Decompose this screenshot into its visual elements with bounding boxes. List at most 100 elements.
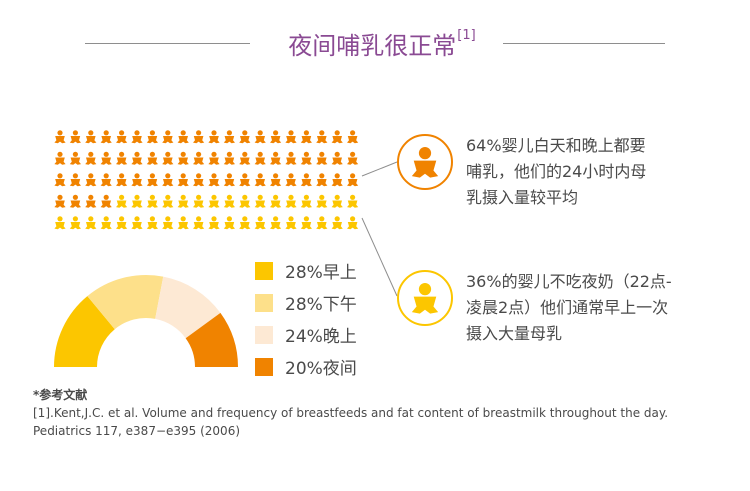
pictogram-baby-orange bbox=[100, 151, 112, 165]
legend-label-afternoon: 28%下午 bbox=[285, 295, 357, 315]
pictogram-baby-yellow bbox=[300, 194, 312, 208]
pictogram-baby-orange bbox=[85, 130, 97, 144]
pictogram-baby-yellow bbox=[131, 194, 143, 208]
pictogram-baby-yellow bbox=[208, 216, 220, 230]
pictogram-baby-yellow bbox=[85, 216, 97, 230]
pictogram-baby-yellow bbox=[316, 216, 328, 230]
pictogram-baby-yellow bbox=[223, 216, 235, 230]
legend-label-morning: 28%早上 bbox=[285, 263, 357, 283]
pictogram-baby-yellow bbox=[254, 216, 266, 230]
title-divider-left bbox=[85, 43, 250, 44]
pictogram-baby-orange bbox=[54, 151, 66, 165]
pictogram-baby-yellow bbox=[54, 216, 66, 230]
legend-label-evening: 24%晚上 bbox=[285, 327, 357, 347]
pictogram-baby-yellow bbox=[347, 194, 359, 208]
pictogram-baby-yellow bbox=[193, 194, 205, 208]
pictogram-baby-orange bbox=[347, 151, 359, 165]
pictogram-baby-yellow bbox=[270, 216, 282, 230]
pictogram-baby-yellow bbox=[316, 194, 328, 208]
callout-1-line-3: 乳摄入量较平均 bbox=[466, 188, 579, 207]
pictogram-baby-orange bbox=[300, 173, 312, 187]
pictogram-baby-orange bbox=[316, 151, 328, 165]
pictogram-baby-yellow bbox=[131, 216, 143, 230]
donut-segment-morning bbox=[54, 296, 115, 367]
pictogram-baby-orange bbox=[270, 173, 282, 187]
pictogram-baby-orange bbox=[54, 173, 66, 187]
pictogram-baby-orange bbox=[331, 151, 343, 165]
pictogram-baby-orange bbox=[116, 151, 128, 165]
legend-swatch-morning bbox=[255, 262, 273, 280]
pictogram-baby-orange bbox=[331, 130, 343, 144]
pictogram-baby-orange bbox=[146, 173, 158, 187]
pictogram-baby-orange bbox=[254, 130, 266, 144]
pictogram-baby-orange bbox=[223, 151, 235, 165]
reference-line-2: Pediatrics 117, e387−e395 (2006) bbox=[33, 424, 241, 438]
pictogram-baby-orange bbox=[285, 151, 297, 165]
pictogram-baby-yellow bbox=[300, 216, 312, 230]
pictogram-baby-orange bbox=[116, 130, 128, 144]
pictogram-baby-orange bbox=[54, 130, 66, 144]
legend-swatch-evening bbox=[255, 326, 273, 344]
pictogram-baby-yellow bbox=[162, 194, 174, 208]
pictogram-baby-orange bbox=[270, 151, 282, 165]
callout-2-connector bbox=[361, 217, 398, 297]
pictogram-baby-yellow bbox=[239, 216, 251, 230]
pictogram-baby-yellow bbox=[116, 216, 128, 230]
legend-swatch-afternoon bbox=[255, 294, 273, 312]
pictogram-baby-orange bbox=[69, 194, 81, 208]
pictogram-baby-yellow bbox=[239, 194, 251, 208]
pictogram-baby-orange bbox=[239, 151, 251, 165]
pictogram-baby-orange bbox=[100, 173, 112, 187]
pictogram-baby-orange bbox=[177, 173, 189, 187]
pictogram-baby-yellow bbox=[177, 216, 189, 230]
pictogram-baby-orange bbox=[146, 151, 158, 165]
pictogram-baby-yellow bbox=[193, 216, 205, 230]
pictogram-baby-yellow bbox=[331, 216, 343, 230]
pictogram-baby-orange bbox=[239, 173, 251, 187]
pictogram-baby-orange bbox=[223, 130, 235, 144]
baby-icon bbox=[411, 283, 439, 314]
pictogram-baby-orange bbox=[254, 173, 266, 187]
pictogram-baby-orange bbox=[347, 173, 359, 187]
pictogram-baby-orange bbox=[69, 130, 81, 144]
callout-2-line-1: 36%的婴儿不吃夜奶（22点- bbox=[466, 272, 672, 291]
callout-2-line-2: 凌晨2点）他们通常早上一次 bbox=[466, 298, 669, 317]
pictogram-baby-yellow bbox=[285, 216, 297, 230]
pictogram-baby-orange bbox=[331, 173, 343, 187]
legend-label-night: 20%夜间 bbox=[285, 359, 357, 379]
title-reference: [1] bbox=[457, 28, 476, 43]
pictogram-baby-yellow bbox=[331, 194, 343, 208]
pictogram-baby-orange bbox=[54, 194, 66, 208]
pictogram-baby-orange bbox=[100, 194, 112, 208]
pictogram-baby-orange bbox=[208, 130, 220, 144]
pictogram-baby-yellow bbox=[270, 194, 282, 208]
pictogram-baby-yellow bbox=[285, 194, 297, 208]
pictogram-baby-orange bbox=[69, 173, 81, 187]
pictogram-baby-orange bbox=[162, 151, 174, 165]
pictogram-baby-yellow bbox=[254, 194, 266, 208]
pictogram-baby-yellow bbox=[223, 194, 235, 208]
pictogram-baby-orange bbox=[208, 151, 220, 165]
pictogram-baby-orange bbox=[131, 151, 143, 165]
pictogram-baby-orange bbox=[270, 130, 282, 144]
callout-2-text: 36%的婴儿不吃夜奶（22点- 凌晨2点）他们通常早上一次 摄入大量母乳 bbox=[466, 269, 726, 347]
pictogram-baby-orange bbox=[177, 151, 189, 165]
pictogram-baby-orange bbox=[193, 151, 205, 165]
callout-1-icon-circle bbox=[397, 134, 453, 190]
pictogram-baby-orange bbox=[193, 173, 205, 187]
callout-1-line-2: 哺乳，他们的24小时内母 bbox=[466, 162, 647, 181]
callout-1-text: 64%婴儿白天和晚上都要 哺乳，他们的24小时内母 乳摄入量较平均 bbox=[466, 133, 726, 211]
pictogram-baby-orange bbox=[285, 173, 297, 187]
pictogram-baby-yellow bbox=[208, 194, 220, 208]
pictogram-baby-orange bbox=[85, 173, 97, 187]
pictogram-baby-orange bbox=[316, 130, 328, 144]
pictogram-baby-orange bbox=[131, 130, 143, 144]
pictogram-baby-orange bbox=[208, 173, 220, 187]
pictogram-baby-orange bbox=[85, 151, 97, 165]
title-bar: 夜间哺乳很正常[1] bbox=[0, 22, 750, 62]
pictogram-baby-orange bbox=[193, 130, 205, 144]
donut-segment-night bbox=[185, 312, 238, 367]
pictogram-baby-orange bbox=[239, 130, 251, 144]
pictogram-baby-orange bbox=[162, 130, 174, 144]
pictogram-baby-orange bbox=[347, 130, 359, 144]
